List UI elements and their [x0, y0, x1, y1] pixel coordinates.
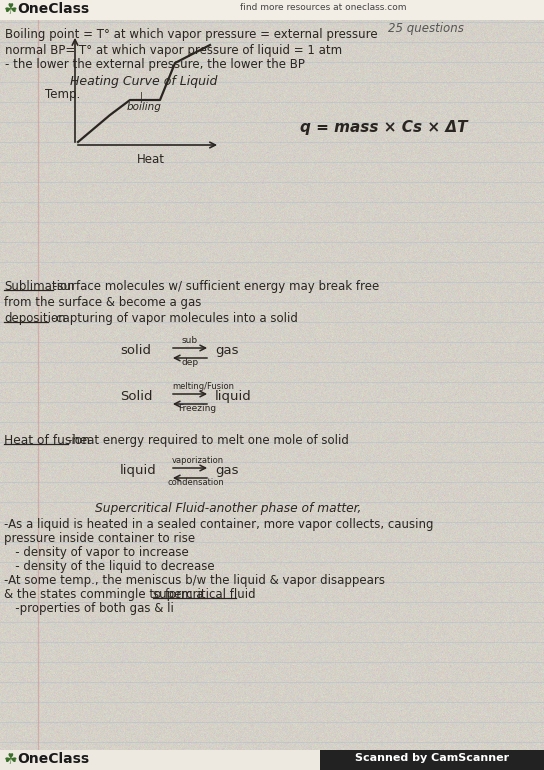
- Text: - density of vapor to increase: - density of vapor to increase: [4, 546, 189, 559]
- Text: OneClass: OneClass: [17, 2, 89, 16]
- Text: -properties of both gas & li: -properties of both gas & li: [4, 602, 174, 615]
- Text: -At some temp., the meniscus b/w the liquid & vapor disappears: -At some temp., the meniscus b/w the liq…: [4, 574, 385, 587]
- Text: sub: sub: [182, 336, 198, 345]
- Text: dep: dep: [182, 358, 199, 367]
- Text: Temp.: Temp.: [45, 88, 81, 101]
- Text: supercritical fluid: supercritical fluid: [153, 588, 256, 601]
- Text: ☘: ☘: [4, 2, 17, 17]
- Text: gas: gas: [215, 464, 238, 477]
- Text: condensation: condensation: [168, 478, 225, 487]
- Text: ☘: ☘: [4, 752, 17, 767]
- Bar: [320, 750, 544, 770]
- Text: Boiling point = T° at which vapor pressure = external pressure: Boiling point = T° at which vapor pressu…: [5, 28, 378, 41]
- Text: liquid: liquid: [215, 390, 252, 403]
- Text: - density of the liquid to decrease: - density of the liquid to decrease: [4, 560, 215, 573]
- Text: normal BP= T° at which vapor pressure of liquid = 1 atm: normal BP= T° at which vapor pressure of…: [5, 44, 342, 57]
- Text: |: |: [140, 92, 143, 102]
- Text: -As a liquid is heated in a sealed container, more vapor collects, causing: -As a liquid is heated in a sealed conta…: [4, 518, 434, 531]
- Bar: [0, 750, 544, 770]
- Text: - the lower the external pressure, the lower the BP: - the lower the external pressure, the l…: [5, 58, 305, 71]
- Text: deposition: deposition: [4, 312, 66, 325]
- Text: gas: gas: [215, 344, 238, 357]
- Text: Supercritical Fluid-another phase of matter,: Supercritical Fluid-another phase of mat…: [95, 502, 361, 515]
- Text: vaporization: vaporization: [172, 456, 224, 465]
- Text: from the surface & become a gas: from the surface & become a gas: [4, 296, 201, 309]
- Text: 25 questions: 25 questions: [388, 22, 464, 35]
- Text: -heat energy required to melt one mole of solid: -heat energy required to melt one mole o…: [68, 434, 349, 447]
- Text: Heat: Heat: [137, 153, 165, 166]
- Text: pressure inside container to rise: pressure inside container to rise: [4, 532, 195, 545]
- Text: Sublimation: Sublimation: [4, 280, 75, 293]
- Bar: [0, 0, 544, 20]
- Text: liquid: liquid: [120, 464, 157, 477]
- Text: find more resources at oneclass.com: find more resources at oneclass.com: [240, 3, 406, 12]
- Text: q = mass × Cs × ΔT: q = mass × Cs × ΔT: [300, 120, 467, 135]
- Text: OneClass: OneClass: [17, 752, 89, 766]
- Text: -surface molecules w/ sufficient energy may break free: -surface molecules w/ sufficient energy …: [53, 280, 379, 293]
- Text: Solid: Solid: [120, 390, 152, 403]
- Text: melting/Fusion: melting/Fusion: [172, 382, 234, 391]
- Text: Heat of fusion: Heat of fusion: [4, 434, 90, 447]
- Text: & the states commingle to form a: & the states commingle to form a: [4, 588, 211, 601]
- Text: solid: solid: [120, 344, 151, 357]
- Text: boiling: boiling: [127, 102, 162, 112]
- Text: Freezing: Freezing: [178, 404, 216, 413]
- Text: -capturing of vapor molecules into a solid: -capturing of vapor molecules into a sol…: [48, 312, 298, 325]
- Text: Scanned by CamScanner: Scanned by CamScanner: [355, 753, 509, 763]
- Text: Heating Curve of Liquid: Heating Curve of Liquid: [70, 75, 218, 88]
